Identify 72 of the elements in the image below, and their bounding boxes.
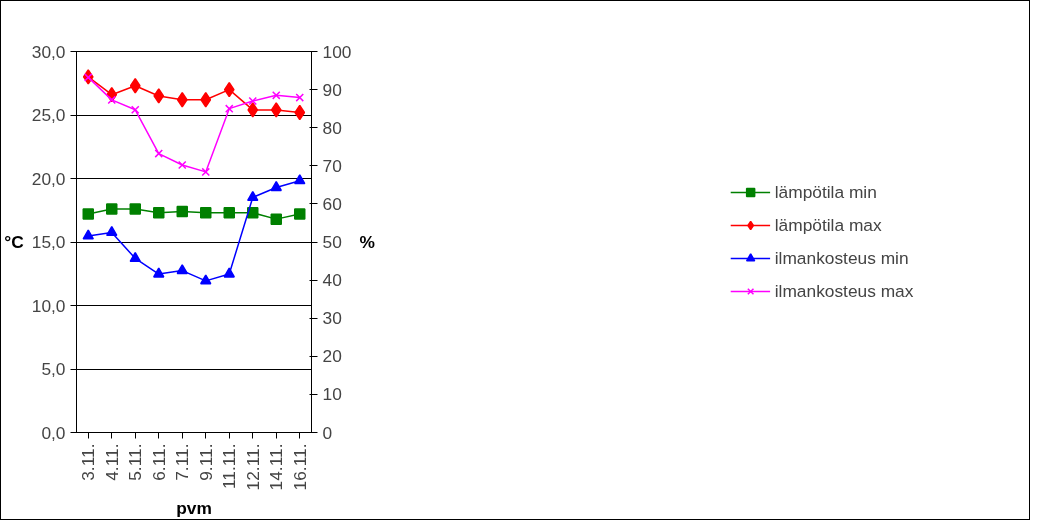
point bbox=[153, 88, 165, 104]
x-tick-label: 14.11. bbox=[266, 443, 287, 491]
x-tick-label: 12.11. bbox=[242, 443, 263, 491]
y-tick-label: 5,0 bbox=[41, 359, 66, 379]
y2-tick-label: 20 bbox=[322, 346, 342, 367]
y2-tick-label: 90 bbox=[322, 79, 342, 100]
y-axis-title: °C bbox=[4, 232, 25, 252]
x-tick-label: 6.11. bbox=[148, 443, 169, 481]
point bbox=[130, 105, 140, 115]
legend-label: lämpötila max bbox=[774, 214, 882, 236]
y2-tick-label: 10 bbox=[322, 384, 342, 405]
point bbox=[224, 104, 234, 113]
y-tick-label: 30,0 bbox=[31, 41, 66, 62]
point bbox=[271, 91, 281, 100]
point bbox=[154, 149, 164, 158]
y2-tick-label: 0 bbox=[322, 422, 333, 443]
y2-tick-label: 40 bbox=[322, 270, 342, 291]
legend-label: ilmankosteus max bbox=[774, 280, 914, 302]
point bbox=[223, 267, 235, 278]
point bbox=[270, 213, 282, 225]
point bbox=[294, 174, 306, 185]
point bbox=[153, 207, 165, 219]
legend-label: lämpötila min bbox=[774, 181, 877, 203]
y-tick-label: 25,0 bbox=[31, 105, 66, 125]
x-tick-label: 3.11. bbox=[78, 443, 99, 481]
y-tick-label: 0,0 bbox=[41, 422, 66, 443]
point bbox=[106, 225, 118, 237]
point bbox=[176, 92, 188, 108]
y2-tick-label: 100 bbox=[322, 41, 352, 62]
point bbox=[129, 251, 141, 263]
x-tick-label: 7.11. bbox=[172, 443, 193, 481]
point bbox=[176, 264, 188, 275]
point bbox=[248, 96, 258, 106]
x-tick-label: 5.11. bbox=[125, 443, 146, 481]
y-tick-label: 10,0 bbox=[31, 295, 66, 316]
point bbox=[200, 274, 212, 285]
point bbox=[82, 208, 94, 220]
legend-label: ilmankosteus min bbox=[774, 247, 909, 269]
x-tick-label: 16.11. bbox=[289, 443, 310, 491]
x-tick-label: 11.11. bbox=[219, 443, 240, 490]
point bbox=[177, 160, 187, 170]
y2-tick-label: 50 bbox=[322, 232, 342, 252]
point bbox=[247, 207, 259, 219]
x-tick-label: 9.11. bbox=[195, 443, 216, 481]
point bbox=[176, 205, 188, 218]
point bbox=[295, 93, 305, 102]
point bbox=[153, 267, 165, 278]
point bbox=[129, 203, 141, 215]
y2-tick-label: 30 bbox=[322, 308, 342, 329]
point bbox=[107, 95, 117, 105]
point bbox=[201, 167, 211, 177]
point bbox=[106, 203, 118, 215]
point bbox=[294, 208, 306, 220]
point bbox=[270, 180, 282, 192]
point bbox=[200, 92, 212, 108]
y-tick-label: 15,0 bbox=[31, 232, 66, 252]
point bbox=[270, 102, 282, 118]
y2-tick-label: 60 bbox=[322, 193, 342, 214]
point bbox=[223, 207, 235, 219]
point bbox=[247, 102, 259, 118]
y-tick-label: 20,0 bbox=[31, 168, 66, 189]
y2-tick-label: 80 bbox=[322, 117, 342, 138]
x-axis-title: pvm bbox=[176, 498, 212, 519]
y2-tick-label: 70 bbox=[322, 155, 342, 176]
point bbox=[294, 104, 306, 121]
point bbox=[82, 229, 94, 240]
point bbox=[223, 81, 235, 98]
point bbox=[247, 190, 259, 202]
x-tick-label: 4.11. bbox=[101, 443, 122, 481]
point bbox=[129, 78, 141, 94]
y2-axis-title: % bbox=[359, 232, 375, 252]
point bbox=[200, 207, 212, 219]
